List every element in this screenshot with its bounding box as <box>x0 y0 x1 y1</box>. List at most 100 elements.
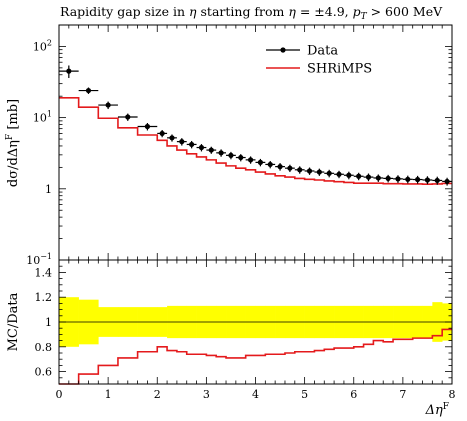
data-point <box>117 113 138 121</box>
data-point-marker <box>144 123 151 130</box>
main-plot-panel: 10−1 1 101 102 <box>26 24 453 267</box>
data-point-marker <box>218 150 224 156</box>
data-point <box>304 167 315 175</box>
data-point-marker <box>434 177 440 184</box>
data-point-marker <box>228 152 234 158</box>
ratio-plot-panel: 0.6 0.8 1 1.2 1.4 0 1 2 3 4 5 6 7 8 <box>35 259 456 401</box>
x-tick-label: 8 <box>449 388 456 401</box>
data-point-marker <box>198 144 205 151</box>
data-point-marker <box>405 176 411 182</box>
data-point <box>176 138 187 146</box>
data-point <box>245 156 256 164</box>
data-point-marker <box>424 177 431 183</box>
data-point <box>98 101 118 110</box>
data-point-marker <box>346 172 352 178</box>
x-tick-labels: 0 1 2 3 4 5 6 7 8 <box>56 388 456 401</box>
data-point-marker <box>238 154 244 161</box>
data-point <box>294 166 305 174</box>
main-series-layer <box>59 65 452 186</box>
data-point-marker <box>336 171 342 177</box>
data-point <box>402 175 413 184</box>
ratio-series-layer <box>59 328 452 385</box>
data-point <box>186 140 197 149</box>
data-point-marker <box>247 157 254 163</box>
data-point-marker <box>105 102 111 108</box>
data-point-marker <box>159 130 165 137</box>
data-point-marker <box>287 165 293 171</box>
ratio-y-tick-label: 0.6 <box>35 366 53 379</box>
x-tick-label: 7 <box>399 388 406 401</box>
data-point <box>137 123 158 131</box>
legend: Data SHRiMPS <box>266 44 372 77</box>
data-point <box>284 164 295 173</box>
x-tick-label: 2 <box>154 388 161 401</box>
data-point <box>167 134 177 142</box>
x-tick-label: 1 <box>105 388 112 401</box>
data-point-marker <box>444 178 450 185</box>
legend-shrimps-label: SHRiMPS <box>307 62 372 77</box>
ratio-ticks <box>58 259 452 385</box>
main-y-tick-labels: 10−1 1 101 102 <box>26 38 52 267</box>
data-point <box>422 176 433 185</box>
legend-data-label: Data <box>307 44 338 59</box>
y-axis-label: dσ/dΔηF [mb] <box>5 99 21 187</box>
x-tick-label: 5 <box>301 388 308 401</box>
data-point <box>275 163 285 171</box>
main-plot-frame <box>58 24 453 261</box>
data-point <box>216 149 227 157</box>
ratio-y-axis-label: MC/Data <box>6 292 21 351</box>
x-axis-label: ΔηF <box>425 402 449 418</box>
data-point-marker <box>385 175 391 182</box>
data-point-marker <box>85 87 92 94</box>
data-point <box>206 146 217 154</box>
data-point <box>383 174 394 183</box>
x-tick-label: 0 <box>56 388 63 401</box>
data-point-marker <box>395 176 401 182</box>
data-point-marker <box>415 176 421 183</box>
data-point-marker <box>208 147 214 153</box>
data-point <box>343 171 354 180</box>
x-tick-label: 3 <box>203 388 210 401</box>
shrimps-histogram-line <box>59 96 452 186</box>
data-point <box>255 158 266 167</box>
data-point <box>157 130 168 138</box>
data-point-marker <box>326 170 332 176</box>
data-point-marker <box>356 173 362 179</box>
y-tick-label: 101 <box>33 110 52 125</box>
data-point <box>265 160 276 169</box>
data-point-marker <box>125 114 131 120</box>
ratio-y-tick-label: 1.4 <box>35 266 53 279</box>
data-point <box>59 65 79 79</box>
y-tick-label: 10−1 <box>26 252 52 267</box>
data-point-marker <box>306 168 313 174</box>
y-tick-label: 102 <box>33 38 52 53</box>
data-point-marker <box>277 164 283 170</box>
data-point-marker <box>66 68 72 74</box>
data-point <box>393 175 403 183</box>
data-point-marker <box>267 161 273 168</box>
data-point-marker <box>257 159 264 165</box>
data-point <box>226 151 236 160</box>
data-point-marker <box>297 167 303 173</box>
chart-title: Rapidity gap size in η starting from η =… <box>60 4 443 22</box>
y-tick-label: 1 <box>45 183 52 196</box>
data-point <box>324 169 335 178</box>
ratio-y-tick-label: 1.2 <box>35 291 53 304</box>
x-tick-label: 4 <box>252 388 259 401</box>
data-point <box>373 174 384 182</box>
data-point <box>353 172 364 181</box>
data-point <box>363 173 374 182</box>
data-point-marker <box>365 174 372 180</box>
main-ticks <box>58 24 452 261</box>
data-point <box>78 87 99 94</box>
data-point-marker <box>189 141 195 148</box>
data-point-marker <box>169 135 175 141</box>
data-point <box>314 168 325 176</box>
ratio-y-tick-label: 1 <box>45 316 52 329</box>
data-point-marker <box>316 169 322 175</box>
x-tick-label: 6 <box>350 388 357 401</box>
data-point <box>196 144 207 152</box>
data-point <box>432 176 443 185</box>
data-point <box>334 170 344 179</box>
